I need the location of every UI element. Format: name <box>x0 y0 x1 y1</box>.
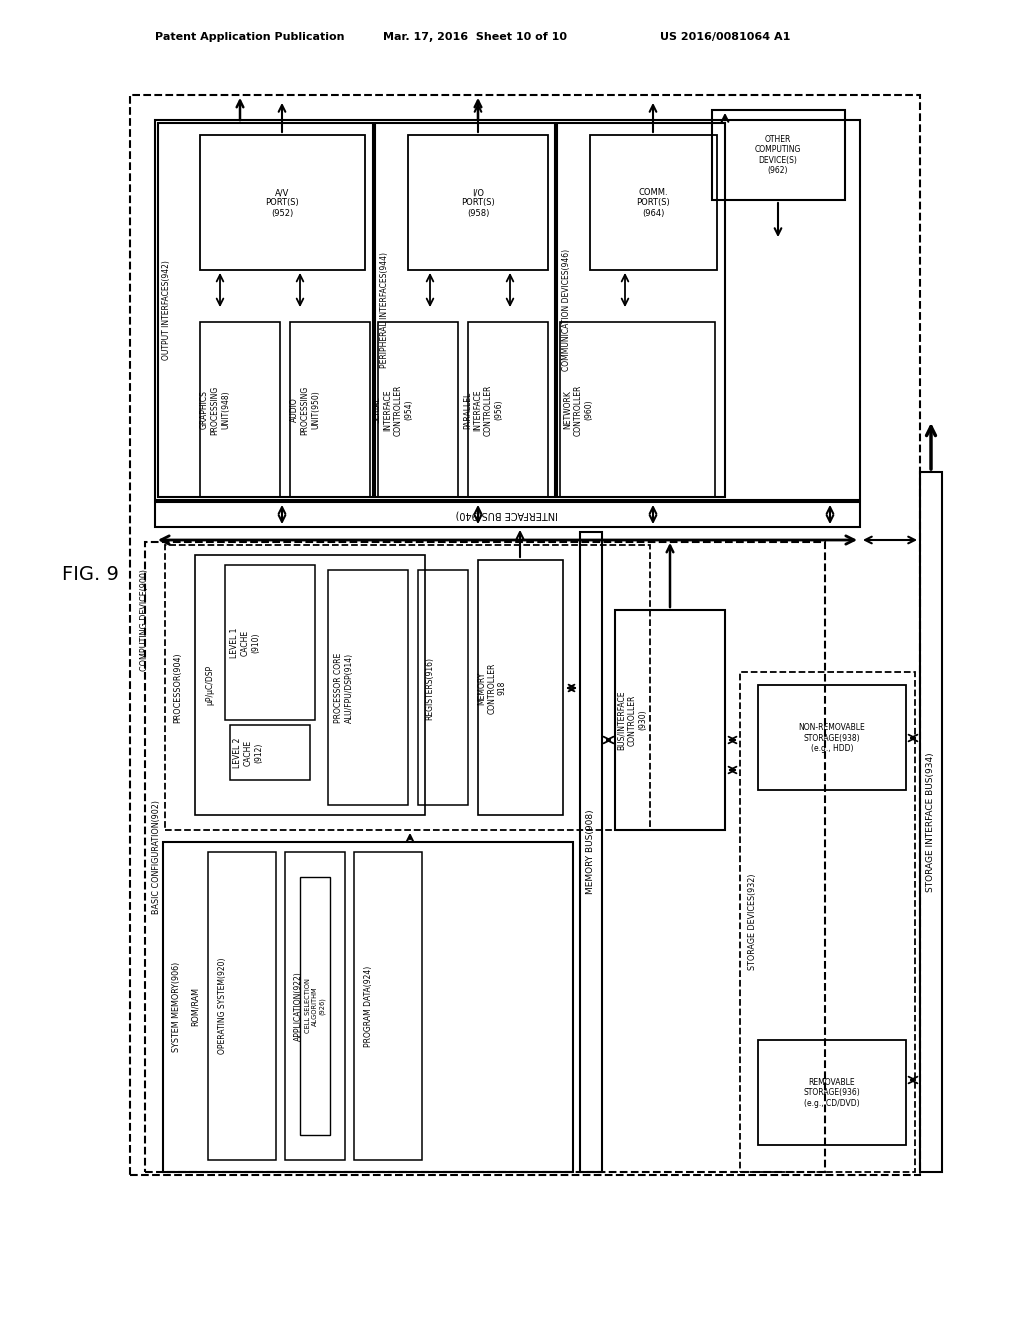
Bar <box>418 570 468 805</box>
Text: REGISTERS(916): REGISTERS(916) <box>426 656 434 719</box>
Text: COMM.
PORT(S)
(964): COMM. PORT(S) (964) <box>636 187 670 218</box>
Text: AUDIO
PROCESSING
UNIT(950): AUDIO PROCESSING UNIT(950) <box>290 385 319 434</box>
Bar <box>300 876 330 1135</box>
Bar <box>130 95 920 1175</box>
Text: STORAGE DEVICES(932): STORAGE DEVICES(932) <box>749 874 758 970</box>
Text: LEVEL 1
CACHE
(910): LEVEL 1 CACHE (910) <box>230 628 260 659</box>
Bar <box>478 560 563 814</box>
Bar <box>200 322 280 498</box>
Text: SYSTEM MEMORY(906): SYSTEM MEMORY(906) <box>171 962 180 1052</box>
Bar <box>468 322 548 498</box>
Bar <box>195 554 425 814</box>
Bar <box>163 842 573 1172</box>
Text: PARALLEL
INTERFACE
CONTROLLER
(956): PARALLEL INTERFACE CONTROLLER (956) <box>463 384 503 436</box>
Bar <box>378 322 458 498</box>
Text: INTERFACE BUS(940): INTERFACE BUS(940) <box>456 510 558 520</box>
Text: GRAPHICS
PROCESSING
UNIT(948): GRAPHICS PROCESSING UNIT(948) <box>200 385 230 434</box>
Bar <box>758 1040 906 1144</box>
Bar <box>590 135 717 271</box>
Bar <box>712 110 845 201</box>
Bar <box>408 135 548 271</box>
Bar <box>758 685 906 789</box>
Bar <box>580 532 602 1172</box>
Text: BUS/INTERFACE
CONTROLLER
(930): BUS/INTERFACE CONTROLLER (930) <box>617 690 647 750</box>
Bar <box>208 851 276 1160</box>
Bar <box>560 322 715 498</box>
Text: CELL SELECTION
ALGORITHM
(926): CELL SELECTION ALGORITHM (926) <box>305 978 326 1034</box>
Bar <box>145 543 825 1172</box>
Text: OTHER
COMPUTING
DEVICE(S)
(962): OTHER COMPUTING DEVICE(S) (962) <box>755 135 801 176</box>
Text: SERIAL
INTERFACE
CONTROLLER
(954): SERIAL INTERFACE CONTROLLER (954) <box>373 384 413 436</box>
Text: NETWORK
CONTROLLER
(960): NETWORK CONTROLLER (960) <box>563 384 593 436</box>
Text: μP/μC/DSP: μP/μC/DSP <box>206 665 214 705</box>
Text: PROCESSOR(904): PROCESSOR(904) <box>173 652 182 723</box>
Bar <box>375 123 555 498</box>
Text: PROGRAM DATA(924): PROGRAM DATA(924) <box>364 965 373 1047</box>
Text: PERIPHERAL INTERFACES(944): PERIPHERAL INTERFACES(944) <box>380 252 388 368</box>
Bar <box>920 473 942 1172</box>
Bar <box>354 851 422 1160</box>
Bar <box>230 725 310 780</box>
Text: BASIC CONFIGURATION(902): BASIC CONFIGURATION(902) <box>153 800 162 913</box>
Text: COMMUNICATION DEVICES(946): COMMUNICATION DEVICES(946) <box>561 249 570 371</box>
Bar <box>155 120 860 500</box>
Text: A/V
PORT(S)
(952): A/V PORT(S) (952) <box>265 187 299 218</box>
Text: PROCESSOR CORE
ALU/FPU/DSP(914): PROCESSOR CORE ALU/FPU/DSP(914) <box>334 653 353 723</box>
Text: I/O
PORT(S)
(958): I/O PORT(S) (958) <box>461 187 495 218</box>
Text: APPLICATION(922): APPLICATION(922) <box>294 972 302 1041</box>
Text: STORAGE INTERFACE BUS(934): STORAGE INTERFACE BUS(934) <box>927 752 936 892</box>
Text: NON-REMOVABLE
STORAGE(938)
(e.g., HDD): NON-REMOVABLE STORAGE(938) (e.g., HDD) <box>799 723 865 752</box>
Text: US 2016/0081064 A1: US 2016/0081064 A1 <box>660 32 791 42</box>
Bar <box>740 672 915 1172</box>
Text: MEMORY
CONTROLLER
918: MEMORY CONTROLLER 918 <box>477 663 507 714</box>
Bar <box>557 123 725 498</box>
Text: FIG. 9: FIG. 9 <box>61 565 119 585</box>
Text: Patent Application Publication: Patent Application Publication <box>155 32 344 42</box>
Bar <box>290 322 370 498</box>
Bar <box>328 570 408 805</box>
Bar <box>165 545 650 830</box>
Bar <box>615 610 725 830</box>
Bar <box>225 565 315 719</box>
Bar <box>155 502 860 527</box>
Bar <box>285 851 345 1160</box>
Text: LEVEL 2
CACHE
(912): LEVEL 2 CACHE (912) <box>233 738 263 768</box>
Text: OPERATING SYSTEM(920): OPERATING SYSTEM(920) <box>217 958 226 1055</box>
Text: MEMORY BUS(908): MEMORY BUS(908) <box>587 809 596 895</box>
Bar <box>200 135 365 271</box>
Text: REMOVABLE
STORAGE(936)
(e.g., CD/DVD): REMOVABLE STORAGE(936) (e.g., CD/DVD) <box>804 1078 860 1107</box>
Text: Mar. 17, 2016  Sheet 10 of 10: Mar. 17, 2016 Sheet 10 of 10 <box>383 32 567 42</box>
Text: ROM/RAM: ROM/RAM <box>190 987 200 1027</box>
Text: OUTPUT INTERFACES(942): OUTPUT INTERFACES(942) <box>163 260 171 360</box>
Text: COMPUTING DEVICE(900): COMPUTING DEVICE(900) <box>140 569 150 671</box>
Bar <box>158 123 373 498</box>
